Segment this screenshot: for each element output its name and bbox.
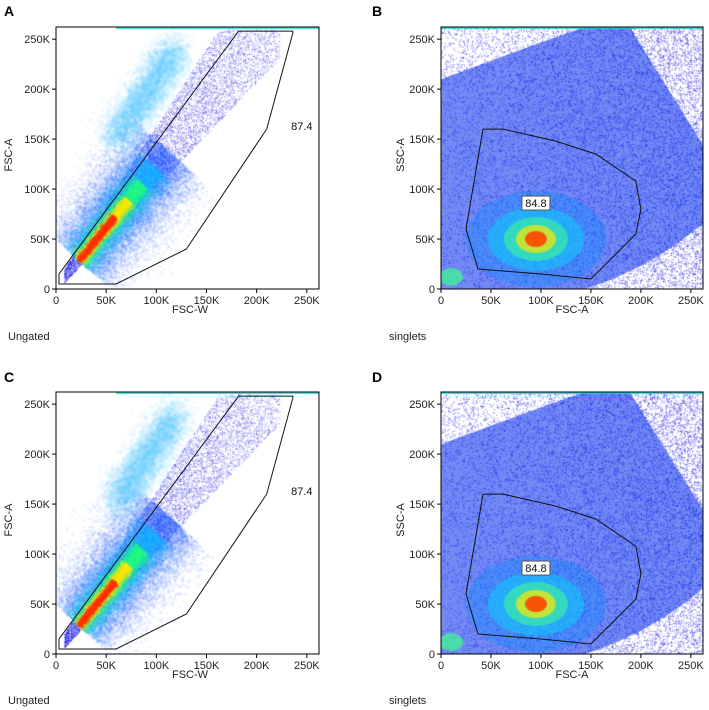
- panel-a-xtick-label: 150K: [194, 295, 220, 307]
- panel-a-ytick-label: 0: [44, 284, 50, 296]
- panel-d-xtick-label: 0: [438, 660, 444, 672]
- panel-d-xtick-label: 50K: [481, 660, 501, 672]
- panel-b-xtick-label: 250K: [678, 295, 704, 307]
- panel-b: B SSC-A FSC-A singlets 0 50K 100K 150K 200K 2…: [372, 3, 704, 343]
- panel-c-xlabel: FSC-W: [172, 669, 209, 681]
- panel-c-xtick-label: 150K: [194, 660, 220, 672]
- panel-d-status: singlets: [389, 695, 427, 707]
- panel-c-ytick-label: 200K: [24, 449, 50, 461]
- panel-c-letter: C: [4, 369, 14, 385]
- panel-a-xlabel: FSC-W: [172, 304, 209, 316]
- panel-d-ylabel: SSC-A: [395, 503, 407, 537]
- panel-d-gate-percentage: 84.8: [525, 563, 546, 575]
- panel-d-ytick-label: 150K: [409, 499, 435, 511]
- panel-b-xtick-label: 0: [438, 295, 444, 307]
- panel-b-xtick-label: 200K: [628, 295, 654, 307]
- panel-c-ytick-label: 0: [44, 649, 50, 661]
- panel-b-ylabel: SSC-A: [395, 138, 407, 172]
- panel-d-density-plot: [441, 392, 703, 654]
- panel-d-ytick-label: 250K: [409, 399, 435, 411]
- panel-d-xtick-label: 200K: [628, 660, 654, 672]
- panel-c-ylabel: FSC-A: [3, 503, 15, 537]
- panel-a-gate-polygon[interactable]: [58, 30, 294, 285]
- panel-d-gate-label-box: [521, 560, 551, 576]
- panel-b-plot-frame: [440, 26, 704, 290]
- panel-a-ytick-label: 200K: [24, 84, 50, 96]
- panel-a-status: Ungated: [8, 331, 50, 343]
- panel-d-ytick-label: 0: [429, 649, 435, 661]
- panel-b-ytick-label: 0: [429, 284, 435, 296]
- panel-a-ytick-label: 250K: [24, 34, 50, 46]
- panel-c-ytick-label: 150K: [24, 499, 50, 511]
- panel-d-plot-frame: [440, 391, 704, 655]
- panel-c-gate-percentage: 87.4: [291, 486, 312, 498]
- panel-b-xtick-label: 100K: [528, 295, 554, 307]
- panel-a-ylabel: FSC-A: [3, 138, 15, 172]
- panel-c-gate-polygon[interactable]: [58, 395, 294, 650]
- panel-c-xtick-label: 50K: [96, 660, 116, 672]
- panel-b-gate-polygon[interactable]: [465, 128, 642, 280]
- panel-b-gate-percentage: 84.8: [525, 198, 546, 210]
- panel-d-xtick-label: 100K: [528, 660, 554, 672]
- panel-c-xtick-label: 200K: [244, 660, 270, 672]
- panel-a-plot-frame: [55, 26, 320, 290]
- panel-d-gate-polygon[interactable]: [465, 493, 642, 645]
- panel-b-xtick-label: 50K: [481, 295, 501, 307]
- panel-c-status: Ungated: [8, 695, 50, 707]
- panel-b-gate-label-box: [521, 195, 551, 211]
- panel-d: D SSC-A FSC-A singlets 0 50K 100K 150K 200K 2…: [372, 369, 704, 707]
- panel-b-ytick-label: 150K: [409, 134, 435, 146]
- panel-a-ytick-label: 50K: [30, 234, 50, 246]
- panel-c-xtick-label: 100K: [143, 660, 169, 672]
- panel-c-ytick-label: 50K: [30, 599, 50, 611]
- panel-b-letter: B: [372, 3, 382, 19]
- panel-c-xtick-label: 0: [53, 660, 59, 672]
- panel-a-density-plot: [56, 27, 319, 289]
- panel-a: A FSC-A FSC-W Ungated 0 50K 100K 150K 200K 25…: [3, 3, 320, 343]
- panel-a-gate-percentage: 87.4: [291, 121, 312, 133]
- panel-c: C FSC-A FSC-W Ungated 0 50K 100K 150K 200K 25…: [3, 369, 320, 707]
- panel-b-xtick-label: 150K: [578, 295, 604, 307]
- panel-c-xtick-label: 250K: [294, 660, 320, 672]
- panel-b-ytick-label: 50K: [415, 234, 435, 246]
- panel-a-xtick-label: 200K: [244, 295, 270, 307]
- panel-c-ytick-label: 250K: [24, 399, 50, 411]
- panel-b-density-plot: [441, 27, 703, 289]
- panel-d-letter: D: [372, 369, 382, 385]
- panel-b-ytick-label: 100K: [409, 184, 435, 196]
- panel-d-ytick-label: 100K: [409, 549, 435, 561]
- panel-d-xtick-label: 250K: [678, 660, 704, 672]
- panel-b-status: singlets: [389, 331, 427, 343]
- panel-a-ytick-label: 150K: [24, 134, 50, 146]
- panel-d-ytick-label: 50K: [415, 599, 435, 611]
- panel-a-letter: A: [4, 3, 14, 19]
- panel-c-density-plot: [56, 392, 319, 654]
- panel-a-xtick-label: 250K: [294, 295, 320, 307]
- panel-d-ytick-label: 200K: [409, 449, 435, 461]
- panel-a-xtick-label: 50K: [96, 295, 116, 307]
- panel-a-xtick-label: 0: [53, 295, 59, 307]
- panel-d-xlabel: FSC-A: [556, 669, 590, 681]
- panel-b-ytick-label: 250K: [409, 34, 435, 46]
- panel-b-ytick-label: 200K: [409, 84, 435, 96]
- panel-c-plot-frame: [55, 391, 320, 655]
- panel-c-ytick-label: 100K: [24, 549, 50, 561]
- panel-d-xtick-label: 150K: [578, 660, 604, 672]
- panel-a-xtick-label: 100K: [143, 295, 169, 307]
- panel-b-xlabel: FSC-A: [556, 304, 590, 316]
- panel-a-ytick-label: 100K: [24, 184, 50, 196]
